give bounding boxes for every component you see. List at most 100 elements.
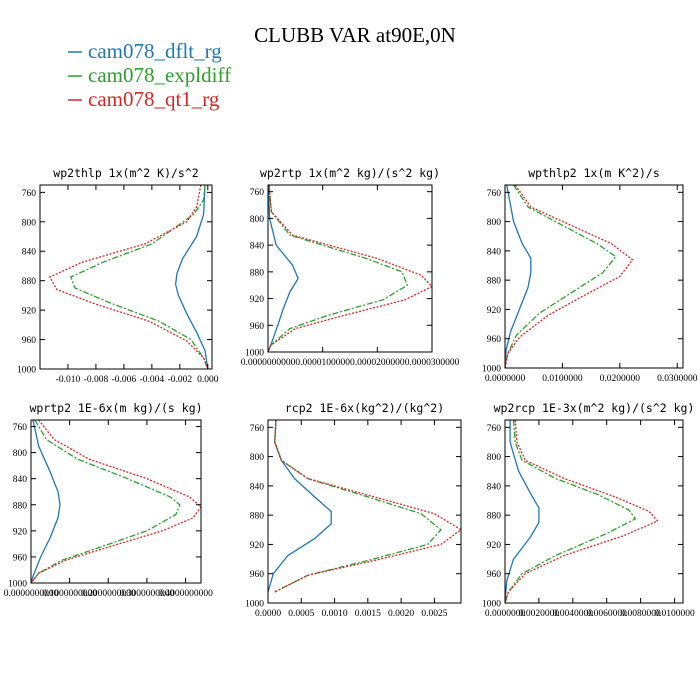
plot-frame [504, 184, 684, 369]
x-tick-label: 0.0060000 [587, 609, 628, 619]
y-tick-label: 800 [487, 453, 502, 463]
y-tick-label: 920 [22, 307, 37, 317]
x-tick-label: 0.4000000000 [158, 589, 213, 599]
x-tick-label: 0.0200000 [600, 374, 641, 384]
y-tick-label: 800 [250, 453, 265, 463]
panel-5: rcp2 1E-6x(kg^2)/(kg^2) 760 800 840 880 920 96… [245, 401, 462, 619]
x-tick-label: 0.0020000 [519, 609, 560, 619]
y-tick-label: 760 [250, 424, 265, 434]
series-line-cam078_qt1_rg [31, 420, 201, 583]
series-line-cam078_qt1_rg [268, 185, 432, 352]
y-tick-label: 800 [487, 218, 502, 228]
y-tick-label: 960 [22, 336, 37, 346]
y-tick-label: 760 [487, 424, 502, 434]
x-tick-label: 0.3000000000 [120, 589, 175, 599]
legend: cam078_dflt_rgcam078_expldiffcam078_qt1_… [68, 39, 231, 111]
panel-title: wp2rcp 1E-3x(m^2 kg)/(s^2 kg) [494, 401, 695, 415]
y-tick-label: 920 [250, 541, 265, 551]
series-line-cam078_expldiff [505, 185, 617, 368]
y-tick-label: 1000 [245, 349, 264, 359]
legend-label-cam078_dflt_rg: cam078_dflt_rg [88, 39, 222, 63]
y-tick-label: 800 [13, 449, 28, 459]
series-line-cam078_dflt_rg [505, 420, 540, 603]
y-tick-label: 760 [487, 189, 502, 199]
panel-title: wpthlp2 1x(m K^2)/s [528, 166, 660, 180]
y-tick-label: 960 [250, 322, 265, 332]
y-tick-label: 840 [250, 242, 265, 252]
series-line-cam078_dflt_rg [31, 420, 61, 583]
y-tick-label: 960 [250, 570, 265, 580]
x-tick-label: 0.000 [197, 375, 219, 385]
x-tick-label: 0.0005 [288, 609, 314, 619]
figure-title: CLUBB VAR at90E,0N [254, 23, 456, 47]
x-tick-label: 0.1000000000 [42, 589, 97, 599]
y-tick-label: 1000 [245, 600, 264, 610]
x-tick-label: 0.0040000 [553, 609, 594, 619]
panel-2: wp2rtp 1x(m^2 kg)/(s^2 kg) 760 800 840 880 92… [241, 166, 460, 368]
x-tick-label: -0.002 [168, 375, 193, 385]
y-tick-label: 1000 [17, 366, 36, 376]
y-tick-label: 1000 [482, 365, 501, 375]
plot-frame [39, 184, 213, 370]
plot-frame [267, 184, 433, 353]
y-tick-label: 920 [487, 306, 502, 316]
series-line-cam078_dflt_rg [268, 185, 299, 352]
y-tick-label: 1000 [8, 580, 27, 590]
panel-title: wp2rtp 1x(m^2 kg)/(s^2 kg) [260, 166, 440, 180]
series-line-cam078_qt1_rg [49, 185, 209, 369]
panel-title: wprtp2 1E-6x(m kg)/(s kg) [29, 401, 202, 415]
y-tick-label: 760 [250, 188, 265, 198]
y-tick-label: 920 [487, 541, 502, 551]
y-tick-label: 1000 [482, 600, 501, 610]
x-tick-label: 0.0000100000 [295, 358, 350, 368]
series-line-cam078_expldiff [31, 420, 181, 583]
x-tick-label: 0.0100000 [542, 374, 583, 384]
x-tick-label: 0.0025 [421, 609, 447, 619]
x-tick-label: 0.0015 [355, 609, 381, 619]
y-tick-label: 760 [13, 423, 28, 433]
y-tick-label: 800 [22, 218, 37, 228]
x-tick-label: 0.0000000000 [241, 358, 296, 368]
plot-frame [30, 419, 202, 584]
y-tick-label: 840 [487, 247, 502, 257]
series-line-cam078_expldiff [505, 420, 637, 603]
x-tick-label: 0.0300000 [657, 374, 698, 384]
y-tick-label: 880 [487, 512, 502, 522]
y-tick-label: 840 [13, 475, 28, 485]
series-line-cam078_dflt_rg [268, 420, 332, 593]
series-line-cam078_dflt_rg [505, 185, 532, 368]
y-tick-label: 800 [250, 215, 265, 225]
series-line-cam078_expldiff [274, 420, 442, 593]
x-tick-label: 0.0000300000 [405, 358, 460, 368]
x-tick-label: 0.0000000000 [4, 589, 59, 599]
x-tick-label: 0.2000000000 [81, 589, 136, 599]
y-tick-label: 840 [22, 248, 37, 258]
y-tick-label: 880 [487, 277, 502, 287]
y-tick-label: 920 [250, 295, 265, 305]
x-tick-label: -0.004 [140, 375, 165, 385]
y-tick-label: 960 [13, 553, 28, 563]
y-tick-label: 840 [250, 482, 265, 492]
series-line-cam078_dflt_rg [174, 185, 209, 369]
x-tick-label: -0.010 [56, 375, 81, 385]
panel-6: wp2rcp 1E-3x(m^2 kg)/(s^2 kg) 760 800 840 88… [482, 401, 695, 619]
panel-title: rcp2 1E-6x(kg^2)/(kg^2) [285, 401, 444, 415]
panel-1: wp2thlp 1x(m^2 K)/s^2 760 800 840 880 920 960 1… [17, 166, 219, 385]
panels: wp2thlp 1x(m^2 K)/s^2 760 800 840 880 920 960 1… [4, 166, 698, 619]
x-tick-label: -0.006 [112, 375, 137, 385]
x-tick-label: 0.0080000 [620, 609, 661, 619]
y-tick-label: 880 [250, 512, 265, 522]
y-tick-label: 840 [487, 482, 502, 492]
plot-frame [504, 419, 684, 604]
series-line-cam078_expldiff [268, 185, 409, 352]
series-line-cam078_qt1_rg [505, 185, 634, 368]
series-line-cam078_qt1_rg [274, 420, 461, 593]
x-tick-label: 0.0000200000 [350, 358, 405, 368]
x-tick-label: 0.0010 [321, 609, 347, 619]
y-tick-label: 960 [487, 570, 502, 580]
y-tick-label: 760 [22, 189, 37, 199]
y-tick-label: 920 [13, 527, 28, 537]
y-tick-label: 960 [487, 335, 502, 345]
legend-label-cam078_expldiff: cam078_expldiff [88, 63, 231, 87]
